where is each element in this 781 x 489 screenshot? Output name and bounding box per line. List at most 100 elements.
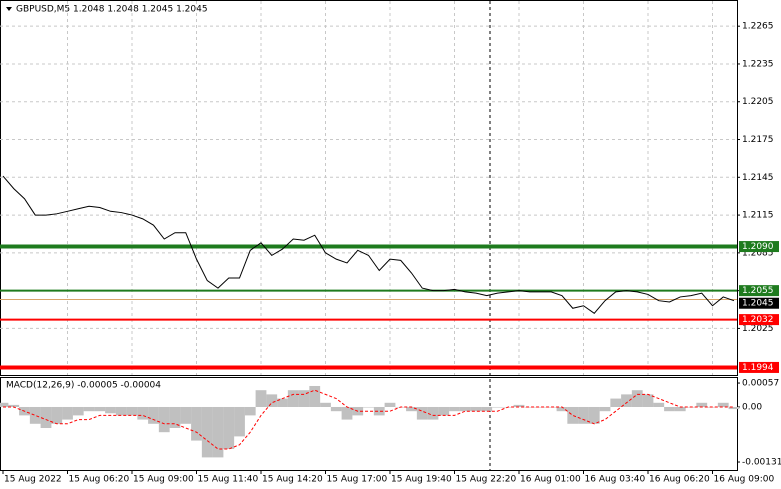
- macd-bar: [416, 406, 428, 420]
- y-tick-label: 1.2175: [742, 135, 774, 145]
- x-tick-label: 15 Aug 22:20: [456, 475, 517, 485]
- macd-bar: [29, 406, 41, 424]
- macd-bar: [481, 406, 493, 412]
- chart-title: GBPUSD,M5 1.2048 1.2048 1.2045 1.2045: [16, 5, 208, 15]
- macd-bar: [244, 406, 256, 416]
- x-tick-label: 15 Aug 19:40: [391, 475, 452, 485]
- macd-bar: [94, 406, 106, 412]
- macd-bar: [599, 406, 611, 412]
- macd-bar: [0, 402, 9, 407]
- price-tag-label: 1.2045: [742, 299, 774, 309]
- y-tick-label: 1.2205: [742, 97, 774, 107]
- macd-bar: [459, 406, 471, 412]
- y-tick-label: 1.2115: [742, 211, 774, 221]
- macd-bar: [621, 394, 632, 407]
- macd-bar: [470, 406, 482, 412]
- macd-bar: [653, 402, 665, 407]
- macd-bar: [674, 406, 686, 412]
- macd-bar: [664, 406, 675, 412]
- price-tag: [739, 314, 779, 326]
- macd-bar: [535, 406, 546, 408]
- y-tick-label: 1.2235: [742, 59, 774, 69]
- macd-bar: [234, 406, 245, 437]
- macd-bar: [255, 390, 267, 407]
- macd-bar: [223, 406, 235, 449]
- macd-bar: [180, 406, 192, 424]
- macd-bar: [438, 406, 450, 416]
- price-tag-label: 1.1994: [742, 363, 774, 373]
- macd-title: MACD(12,26,9) -0.00005 -0.00004: [6, 381, 161, 391]
- x-tick-label: 15 Aug 2022: [4, 475, 62, 485]
- macd-bar: [588, 406, 600, 424]
- price-tag: [739, 361, 779, 373]
- main-panel: [0, 0, 738, 376]
- x-tick-label: 15 Aug 17:00: [327, 475, 388, 485]
- y-tick-label: 1.2085: [742, 248, 774, 258]
- price-tag: [739, 297, 779, 309]
- macd-bar: [631, 390, 643, 407]
- price-tag-label: 1.2090: [742, 242, 774, 252]
- macd-bar: [384, 402, 396, 407]
- macd-bar: [578, 406, 589, 424]
- price-tag-label: 1.2032: [742, 315, 774, 325]
- macd-bar: [567, 406, 579, 424]
- macd-bar: [8, 404, 20, 407]
- macd-bar: [610, 398, 622, 407]
- macd-bar: [40, 406, 52, 428]
- macd-bar: [642, 394, 654, 407]
- macd-bar: [556, 406, 568, 412]
- macd-bar: [492, 406, 503, 408]
- y-tick-label: -0.00131: [742, 458, 781, 468]
- y-tick-label: 0.00: [742, 402, 762, 412]
- price-tag: [739, 241, 779, 253]
- macd-bar: [341, 406, 353, 420]
- x-tick-label: 16 Aug 09:00: [714, 475, 775, 485]
- price-line: [2, 175, 735, 314]
- macd-bar: [298, 390, 310, 407]
- x-tick-label: 16 Aug 06:20: [649, 475, 710, 485]
- x-tick-label: 16 Aug 03:40: [585, 475, 646, 485]
- y-tick-label: 1.2145: [742, 173, 774, 183]
- macd-bar: [169, 406, 181, 428]
- macd-bar: [363, 406, 374, 408]
- y-tick-label: 1.2265: [742, 22, 774, 32]
- price-tag: [739, 285, 779, 297]
- macd-bar: [126, 406, 138, 416]
- macd-bar: [115, 406, 127, 416]
- macd-bar: [427, 406, 439, 420]
- macd-bar: [449, 406, 460, 412]
- price-tag-label: 1.2055: [742, 286, 774, 296]
- y-tick-label: 0.00057: [742, 379, 779, 389]
- macd-bar: [696, 402, 708, 407]
- macd-bar: [513, 404, 525, 407]
- y-tick-label: 1.2025: [742, 324, 774, 334]
- macd-bar: [728, 406, 740, 410]
- macd-bar: [277, 398, 288, 407]
- macd-bar: [373, 406, 385, 416]
- macd-bar: [62, 406, 73, 420]
- macd-bar: [212, 406, 224, 458]
- macd-bar: [717, 402, 729, 407]
- macd-bar: [148, 406, 159, 424]
- x-tick-label: 15 Aug 14:20: [262, 475, 323, 485]
- signal-line: [3, 389, 734, 450]
- x-tick-label: 15 Aug 06:20: [69, 475, 130, 485]
- x-tick-label: 16 Aug 01:00: [520, 475, 581, 485]
- macd-bar: [309, 385, 321, 407]
- macd-bar: [201, 406, 213, 458]
- symbol-arrow: [6, 7, 12, 11]
- macd-bar: [330, 406, 342, 412]
- macd-bar: [191, 406, 202, 441]
- macd-bar: [320, 402, 331, 407]
- macd-bar: [266, 394, 278, 407]
- macd-bar: [287, 390, 299, 407]
- macd-panel: [0, 377, 738, 471]
- macd-bar: [72, 406, 84, 416]
- macd-bar: [158, 406, 170, 433]
- macd-bar: [406, 406, 417, 412]
- macd-bar: [524, 406, 536, 408]
- macd-bar: [105, 406, 116, 414]
- macd-bar: [83, 406, 95, 412]
